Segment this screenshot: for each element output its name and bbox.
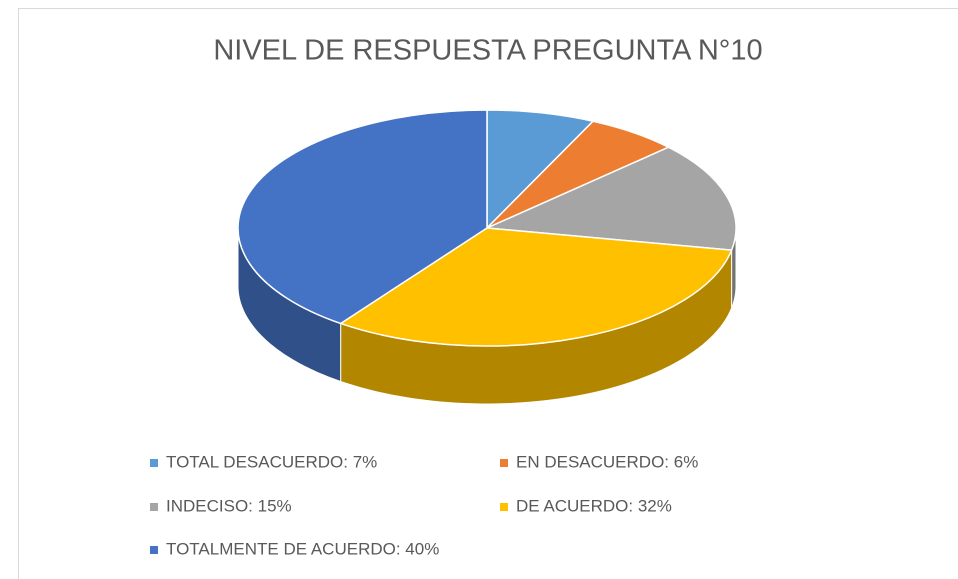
legend-swatch: [150, 503, 158, 511]
pie-slice: [338, 227, 733, 347]
legend-swatch: [150, 546, 158, 554]
legend-label: DE ACUERDO: 32%: [516, 496, 672, 515]
legend-swatch: [150, 459, 158, 467]
pie-slice: [237, 109, 488, 325]
pie-slice: [484, 146, 737, 251]
legend-swatch: [500, 503, 508, 511]
pie-slice: [486, 109, 595, 230]
legend-label: TOTAL DESACUERDO: 7%: [166, 452, 377, 471]
legend-label: TOTALMENTE DE ACUERDO: 40%: [166, 539, 439, 558]
legend-swatch: [500, 459, 508, 467]
legend-label: EN DESACUERDO: 6%: [516, 452, 698, 471]
chart-title: NIVEL DE RESPUESTA PREGUNTA N°10: [213, 35, 762, 67]
legend-label: INDECISO: 15%: [166, 496, 292, 515]
